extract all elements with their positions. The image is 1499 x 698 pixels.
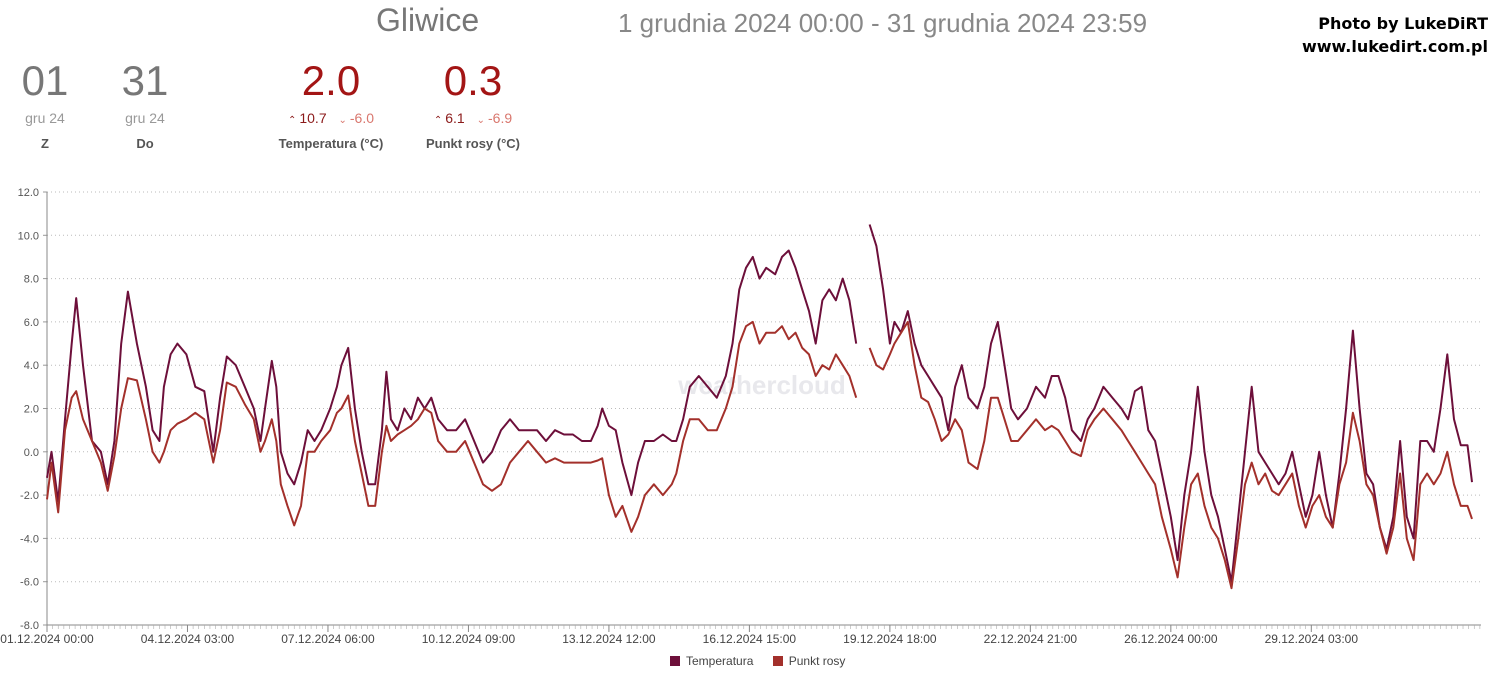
y-tick-label: -4.0 <box>20 533 39 545</box>
x-tick-label: 16.12.2024 15:00 <box>703 632 797 646</box>
x-tick-label: 13.12.2024 12:00 <box>562 632 656 646</box>
y-tick-label: 10.0 <box>18 230 39 242</box>
stat-from[interactable]: 01 gru 24 Z <box>0 56 105 151</box>
y-tick-label: -2.0 <box>20 490 39 502</box>
stat-temperature-label: Temperatura (°C) <box>278 136 384 151</box>
y-tick-label: -6.0 <box>20 577 39 589</box>
x-tick-label: 22.12.2024 21:00 <box>984 632 1078 646</box>
temperature-min: -6.0 <box>349 110 375 126</box>
y-tick-label: -8.0 <box>20 620 39 632</box>
credit-line-1: Photo by LukeDiRT <box>1318 14 1488 33</box>
station-name: Gliwice <box>376 2 480 38</box>
x-tick-label: 10.12.2024 09:00 <box>422 632 516 646</box>
y-tick-label: 2.0 <box>24 404 39 416</box>
watermark-text: weathercloud <box>677 370 846 400</box>
stat-to-label: Do <box>136 136 154 151</box>
legend-swatch <box>772 656 783 666</box>
y-tick-label: 8.0 <box>24 274 39 286</box>
stat-to-sub: gru 24 <box>125 110 165 126</box>
chevron-down-icon: ⌄ <box>476 115 485 126</box>
stat-temperature[interactable]: 2.0 ⌃ 10.7 ⌄ -6.0 Temperatura (°C) <box>271 56 391 151</box>
photo-credit: Photo by LukeDiRT www.lukedirt.com.pl <box>1302 12 1488 58</box>
legend-swatch <box>670 656 680 666</box>
stat-dewpoint-value: 0.3 <box>443 57 503 104</box>
y-tick-label: 4.0 <box>24 360 39 372</box>
dewpoint-min: -6.9 <box>488 110 513 126</box>
date-range: 1 grudnia 2024 00:00 - 31 grudnia 2024 2… <box>618 8 1148 38</box>
x-tick-label: 29.12.2024 03:00 <box>1265 632 1359 646</box>
credit-line-2: www.lukedirt.com.pl <box>1301 37 1488 56</box>
legend-label: Punkt rosy <box>788 654 846 668</box>
dewpoint-max: 6.1 <box>445 110 465 126</box>
legend-item-punkt-rosy[interactable]: Punkt rosy <box>772 654 846 668</box>
line-chart[interactable]: 12.010.08.06.04.02.00.0-2.0-4.0-6.0-8.00… <box>0 180 1499 650</box>
stat-from-label: Z <box>41 136 49 151</box>
x-tick-label: 01.12.2024 00:00 <box>0 632 94 646</box>
x-tick-label: 04.12.2024 03:00 <box>141 632 235 646</box>
stat-temperature-value: 2.0 <box>301 57 361 104</box>
x-tick-label: 19.12.2024 18:00 <box>843 632 937 646</box>
legend-item-temperatura[interactable]: Temperatura <box>670 654 753 668</box>
x-tick-label: 07.12.2024 06:00 <box>281 632 375 646</box>
y-tick-label: 0.0 <box>24 447 39 459</box>
stat-to-value: 31 <box>121 57 169 104</box>
stat-from-sub: gru 24 <box>25 110 65 126</box>
stat-from-value: 01 <box>21 57 69 104</box>
series-line-punkt-rosy <box>46 320 1473 590</box>
stat-to[interactable]: 31 gru 24 Do <box>85 56 205 151</box>
y-tick-label: 12.0 <box>18 187 39 199</box>
temperature-max: 10.7 <box>299 110 327 126</box>
series-line-temperatura <box>46 224 1473 583</box>
chart-legend: Temperatura Punkt rosy <box>670 654 861 668</box>
chevron-up-icon: ⌃ <box>287 115 297 126</box>
y-tick-label: 6.0 <box>24 317 39 329</box>
chevron-up-icon: ⌃ <box>433 115 443 126</box>
stat-dewpoint[interactable]: 0.3 ⌃ 6.1 ⌄ -6.9 Punkt rosy (°C) <box>413 56 533 151</box>
chevron-down-icon: ⌄ <box>338 115 347 126</box>
x-tick-label: 26.12.2024 00:00 <box>1124 632 1218 646</box>
legend-label: Temperatura <box>686 654 754 668</box>
stat-dewpoint-label: Punkt rosy (°C) <box>425 136 521 151</box>
